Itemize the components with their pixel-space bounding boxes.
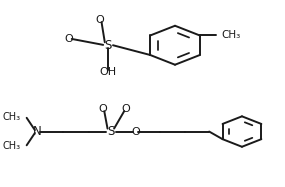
Text: CH₃: CH₃ <box>3 112 21 122</box>
Text: CH₃: CH₃ <box>221 30 240 41</box>
Text: S: S <box>104 39 112 52</box>
Text: O: O <box>95 15 104 25</box>
Text: O: O <box>121 104 130 114</box>
Text: OH: OH <box>99 67 117 77</box>
Text: CH₃: CH₃ <box>3 141 21 151</box>
Text: O: O <box>98 104 107 114</box>
Text: O: O <box>131 127 140 137</box>
Text: S: S <box>107 125 115 138</box>
Text: O: O <box>64 34 73 44</box>
Text: N: N <box>33 125 41 138</box>
